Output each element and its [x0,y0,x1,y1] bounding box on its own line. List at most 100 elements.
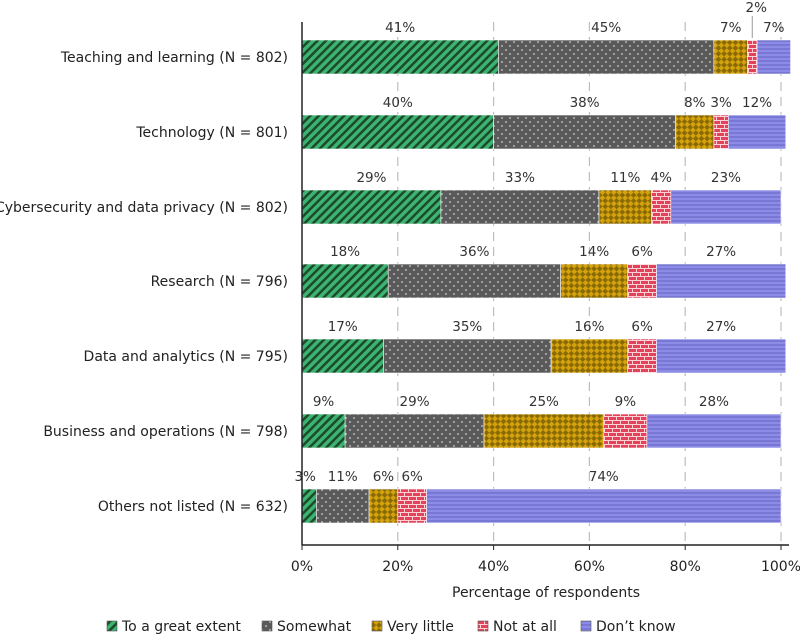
bar-segment [670,189,782,225]
bar-segment [498,39,715,75]
data-label: 8% [684,95,706,111]
legend-swatch [580,620,592,632]
data-label: 38% [570,95,600,111]
bar-segment [560,263,629,299]
data-label: 41% [385,20,415,36]
data-label: 33% [505,170,535,186]
x-tick-label: 0% [291,559,313,575]
data-label: 3% [294,469,316,485]
data-label: 29% [356,170,386,186]
category-label: Teaching and learning (N = 802) [60,50,288,66]
bar-segment [627,263,657,299]
data-label: 35% [452,319,482,335]
bar-segment [387,263,561,299]
bar-segment [316,488,370,524]
bar-segment [440,189,600,225]
bar-segment [550,338,629,374]
bar-segment [483,413,605,449]
bar-segment [301,114,494,150]
bar-segment [426,488,782,524]
category-label: Technology (N = 801) [135,125,288,141]
data-labels: 41% 45% 7%2%7%40% 38% 8% 3% 12%29% 33% 11% 4% 23%1… [294,0,784,485]
category-label: Others not listed (N = 632) [98,499,288,515]
bar-segment [301,263,389,299]
category-label: Research (N = 796) [151,274,288,290]
x-tick-label: 60% [574,559,605,575]
data-label: 23% [711,170,741,186]
legend-swatch [106,620,118,632]
legend-swatch [371,620,383,632]
bar-segment [627,338,657,374]
bar-segment [493,114,676,150]
data-label: 18% [330,244,360,260]
data-label: 25% [529,394,559,410]
data-label: 17% [328,319,358,335]
bar-segment [301,39,499,75]
bar-segment [728,114,787,150]
bar-segment [301,413,346,449]
x-tick-label: 80% [670,559,701,575]
data-label: 27% [706,319,736,335]
bar-segment [713,39,748,75]
bar-segment [301,189,442,225]
data-label: 40% [383,95,413,111]
legend: To a great extent Somewhat Very little Not … [106,619,676,635]
legend-label: Somewhat [277,619,352,635]
legend-label: Don’t know [596,619,676,635]
legend-label: To a great extent [121,619,241,635]
data-label: 11% [610,170,640,186]
data-label: 45% [591,20,621,36]
data-label: 6% [631,244,653,260]
bar-segment [603,413,648,449]
legend-swatch [477,620,489,632]
bar-segment [747,39,758,75]
category-label: Data and analytics (N = 795) [84,349,288,365]
legend-label: Not at all [493,619,557,635]
data-label: 74% [589,469,619,485]
data-label: 6% [631,319,653,335]
category-labels: Teaching and learning (N = 802) Technolog… [0,50,288,515]
bar-segment [368,488,399,524]
bar-segment [383,338,552,374]
data-label: 16% [574,319,604,335]
bar-segment [301,338,384,374]
data-label: 27% [706,244,736,260]
bars [301,39,791,524]
legend-item: Not at all [477,619,557,635]
bar-segment [656,263,787,299]
data-label: 28% [699,394,729,410]
data-label: 3% [710,95,732,111]
legend-label: Very little [387,619,454,635]
data-label: 6% [401,469,423,485]
x-tick-label: 20% [382,559,413,575]
x-axis-title: Percentage of respondents [452,585,640,601]
bar-segment [301,488,317,524]
legend-swatch [261,620,273,632]
data-label: 4% [651,170,673,186]
data-label: 12% [742,95,772,111]
bar-segment [713,114,729,150]
data-label: 29% [400,394,430,410]
data-label: 6% [373,469,395,485]
data-label: 14% [579,244,609,260]
category-label: Business and operations (N = 798) [43,424,288,440]
bar-segment [756,39,791,75]
bar-segment [675,114,715,150]
bar-segment [598,189,652,225]
x-tick-label: 100% [761,559,800,575]
bar-segment [397,488,427,524]
x-tick-label: 40% [478,559,509,575]
legend-item: Very little [371,619,454,635]
category-label: Cybersecurity and data privacy (N = 802) [0,200,288,216]
data-label: 7% [763,20,785,36]
legend-item: Don’t know [580,619,676,635]
bar-segment [344,413,485,449]
bar-segment [646,413,782,449]
data-label: 7% [720,20,742,36]
data-label: 36% [459,244,489,260]
x-axis: 0% 20% 40% 60% 80% 100% [291,22,800,575]
data-label: 11% [328,469,358,485]
bar-segment [651,189,672,225]
data-label: 9% [313,394,335,410]
